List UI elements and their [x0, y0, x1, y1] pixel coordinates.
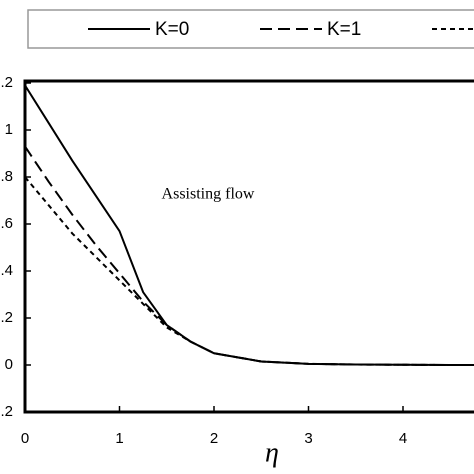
series-line — [24, 145, 474, 366]
y-tick-label: 0.8 — [0, 168, 13, 185]
annotation: Assisting flow — [162, 186, 255, 203]
legend-label: K=1 — [327, 19, 361, 40]
y-tick-label: 0 — [5, 356, 13, 373]
series-line — [24, 84, 474, 366]
x-axis-label: η — [265, 437, 279, 468]
y-tick-label: 0.2 — [0, 309, 13, 326]
y-tick-label: 0.6 — [0, 215, 13, 232]
series-line — [24, 176, 474, 366]
x-tick-label: 3 — [304, 430, 312, 447]
x-tick-label: 4 — [399, 430, 407, 447]
plot-frame — [23, 79, 474, 414]
y-tick-label: -0.2 — [0, 403, 13, 420]
y-tick-label: 0.4 — [0, 262, 13, 279]
y-tick-label: 1 — [5, 121, 13, 138]
legend-label: K=0 — [155, 19, 189, 40]
x-tick-label: 1 — [115, 430, 123, 447]
x-tick-label: 2 — [210, 430, 218, 447]
y-tick-label: 1.2 — [0, 74, 13, 91]
x-tick-label: 0 — [21, 430, 29, 447]
